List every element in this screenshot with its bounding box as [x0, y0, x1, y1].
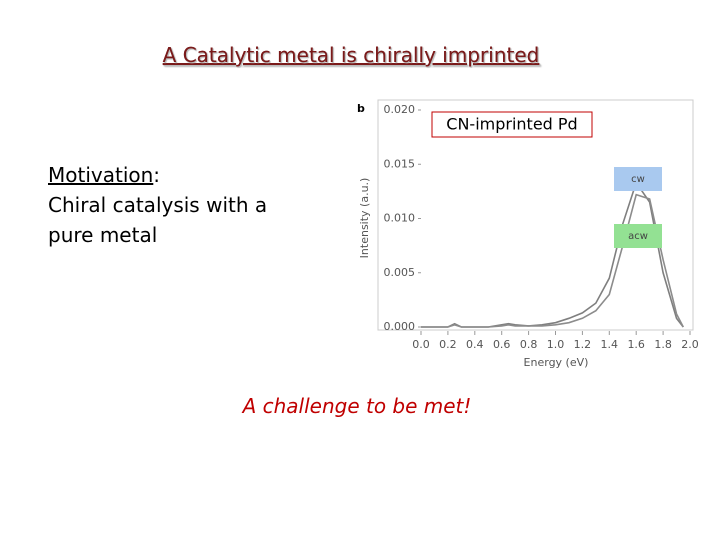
x-tick-label: 0.2: [439, 338, 457, 351]
y-tick-label: 0.000: [384, 320, 416, 333]
conclusion: A challenge to be met!: [241, 394, 472, 418]
motivation-separator: :: [153, 163, 160, 187]
motivation-heading: Motivation:: [48, 163, 160, 187]
x-tick-label: 0.8: [520, 338, 538, 351]
x-tick-label: 1.8: [654, 338, 672, 351]
slide-title: A Catalytic metal is chirally imprinted: [163, 43, 540, 67]
panel-label: b: [357, 102, 365, 115]
x-axis-label: Energy (eV): [524, 356, 589, 369]
x-tick-label: 0.4: [466, 338, 484, 351]
x-tick-label: 1.0: [547, 338, 565, 351]
x-tick-label: 0.6: [493, 338, 511, 351]
x-tick-label: 1.6: [627, 338, 645, 351]
y-tick-label: 0.010: [384, 212, 416, 225]
motivation-label: Motivation: [48, 163, 153, 187]
x-tick-label: 1.4: [601, 338, 619, 351]
legend-label: cw: [631, 174, 645, 185]
annotation-box: [431, 111, 593, 138]
x-tick-label: 1.2: [574, 338, 592, 351]
plot-frame: [377, 99, 694, 331]
legend-swatch: [614, 167, 662, 191]
x-tick-label: 0.0: [412, 338, 430, 351]
x-tick-label: 2.0: [681, 338, 699, 351]
annotation: CN-imprinted Pd: [446, 115, 577, 134]
y-tick-label: 0.020: [384, 103, 416, 116]
y-tick-label: 0.005: [384, 266, 416, 279]
legend-swatch: [614, 224, 662, 248]
y-tick-label: 0.015: [384, 157, 416, 170]
series-line: [421, 193, 684, 328]
legend-label: acw: [628, 231, 648, 242]
motivation-text: pure metal: [48, 223, 157, 247]
y-axis-label: Intensity (a.u.): [358, 178, 371, 259]
motivation-text: Chiral catalysis with a: [48, 193, 267, 217]
